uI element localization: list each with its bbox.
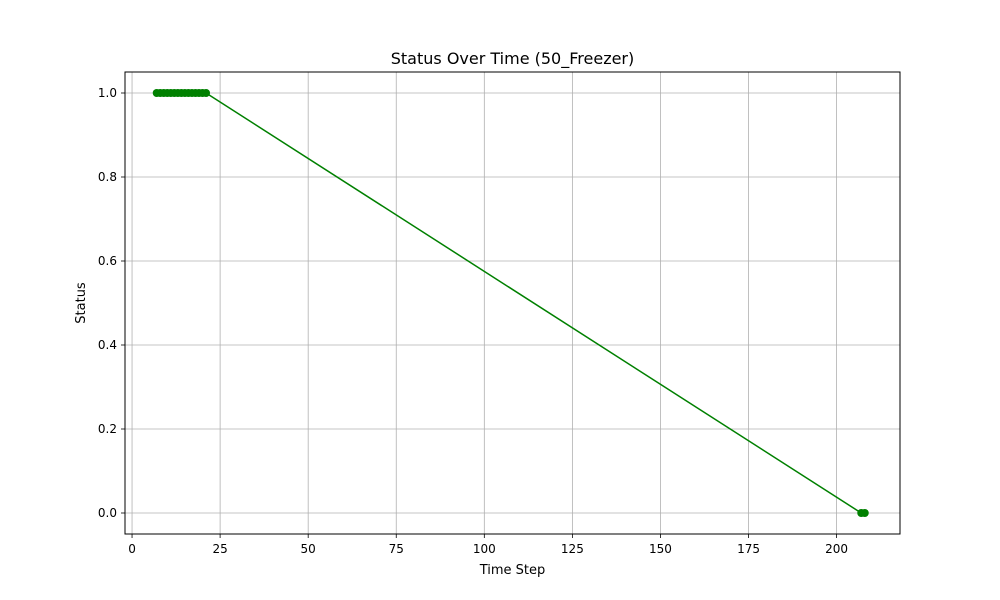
y-tick-label: 1.0 (98, 86, 117, 100)
plot-frame (124, 71, 901, 535)
y-axis: 0.0 0.2 0.4 0.6 0.8 1.0 (98, 86, 125, 520)
series-layer (152, 89, 869, 517)
x-tick-label: 150 (649, 542, 672, 556)
x-tick-label: 75 (389, 542, 404, 556)
x-axis-label: Time Step (479, 563, 546, 578)
y-tick-label: 0.8 (98, 170, 117, 184)
grid-lines (125, 72, 900, 534)
x-tick-label: 175 (737, 542, 760, 556)
data-point (202, 89, 211, 97)
data-point (860, 509, 869, 517)
x-tick-label: 50 (301, 542, 316, 556)
x-tick-label: 100 (473, 542, 496, 556)
y-tick-label: 0.6 (98, 254, 117, 268)
x-tick-label: 25 (212, 542, 227, 556)
x-axis: 0 25 50 75 100 125 150 175 200 (128, 534, 848, 556)
y-tick-label: 0.2 (98, 422, 117, 436)
y-tick-label: 0.4 (98, 338, 117, 352)
y-axis-label: Status (74, 282, 89, 324)
chart-title: Status Over Time (50_Freezer) (391, 49, 635, 69)
x-tick-label: 0 (128, 542, 136, 556)
x-tick-label: 200 (825, 542, 848, 556)
x-tick-label: 125 (561, 542, 584, 556)
y-tick-label: 0.0 (98, 506, 117, 520)
